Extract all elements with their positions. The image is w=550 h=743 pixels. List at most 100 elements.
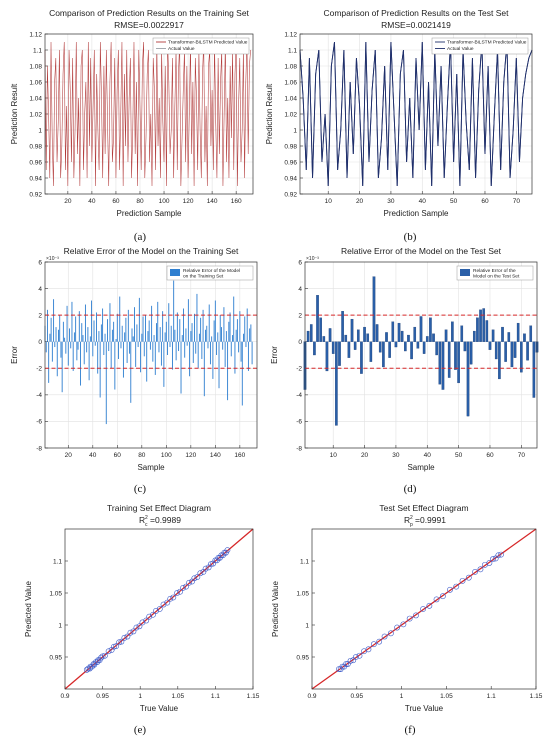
- error-bar: [200, 317, 202, 342]
- error-bar: [66, 305, 68, 342]
- x-tick-label: 10: [325, 198, 333, 205]
- x-axis-label: Prediction Sample: [384, 209, 449, 218]
- x-tick-label: 70: [513, 198, 521, 205]
- error-bar: [158, 341, 160, 353]
- error-bar: [96, 312, 97, 342]
- error-bar: [189, 341, 191, 377]
- error-bar: [410, 341, 413, 360]
- error-bar: [485, 320, 489, 342]
- x-tick-label: 20: [356, 198, 364, 205]
- error-bar: [378, 341, 382, 353]
- scatter-point: [174, 590, 180, 596]
- x-tick-label: 120: [185, 452, 196, 459]
- error-bar: [53, 299, 55, 342]
- error-bar: [187, 299, 189, 342]
- y-tick-label: 0.96: [284, 159, 297, 166]
- y-axis-label: Prediction Result: [10, 83, 19, 144]
- x-tick-label: 1.05: [171, 693, 184, 700]
- error-bar: [126, 341, 128, 363]
- error-bar: [110, 341, 112, 369]
- y-tick-label: -4: [36, 392, 42, 399]
- x-tick-label: 70: [518, 452, 526, 459]
- scatter-point: [98, 654, 104, 661]
- error-bar: [472, 330, 476, 342]
- error-bar: [49, 333, 51, 342]
- y-tick-label: 4: [298, 286, 302, 293]
- error-bar: [146, 341, 148, 382]
- scatter-point: [365, 646, 372, 653]
- legend-label: Transformer-BiLSTM Predicted Value: [168, 40, 248, 46]
- error-bar: [247, 341, 249, 371]
- x-tick-label: 100: [161, 452, 172, 459]
- chart-a: Comparison of Prediction Results on the …: [10, 8, 254, 243]
- error-bar: [219, 315, 221, 342]
- plot-frame: [44, 33, 254, 195]
- y-tick-label: 6: [298, 259, 302, 266]
- error-bar: [413, 326, 417, 342]
- error-bar: [498, 341, 501, 380]
- error-bar: [130, 341, 132, 403]
- x-tick-label: 160: [234, 452, 245, 459]
- error-bar: [328, 328, 332, 342]
- series-line-actual: [299, 41, 533, 187]
- error-bar: [466, 341, 470, 417]
- legend-box: [431, 37, 529, 55]
- y-tick-label: -2: [36, 366, 42, 373]
- y-tick-label: -8: [296, 445, 302, 452]
- error-bar: [77, 341, 79, 350]
- x-tick-label: 50: [450, 198, 458, 205]
- error-bar: [245, 341, 247, 348]
- scatter-point: [400, 621, 407, 628]
- error-bar: [224, 341, 226, 367]
- x-tick-label: 1: [138, 693, 142, 700]
- error-bar: [207, 341, 209, 349]
- error-bar: [120, 341, 122, 349]
- error-bar: [228, 321, 230, 342]
- error-bar: [230, 341, 232, 357]
- error-bar: [341, 311, 344, 342]
- error-bar: [240, 341, 242, 362]
- plot-frame: [304, 261, 538, 449]
- error-bar: [115, 339, 117, 342]
- x-tick-label: 0.9: [60, 693, 69, 700]
- error-bar: [391, 321, 395, 342]
- error-bar: [523, 333, 526, 342]
- error-bar: [125, 317, 127, 342]
- error-bar: [97, 341, 99, 374]
- panel-label: (e): [134, 724, 147, 736]
- scatter-point: [477, 566, 484, 573]
- y-tick-label: 0.94: [29, 175, 42, 182]
- r-squared-symbol: R: [139, 515, 145, 525]
- error-bar: [92, 341, 94, 357]
- error-bar: [132, 336, 134, 342]
- y-tick-label: 1.06: [29, 79, 42, 86]
- chart-title: Comparison of Prediction Results on the …: [323, 8, 509, 18]
- scatter-point: [447, 586, 453, 593]
- plot-frame: [311, 528, 537, 690]
- x-tick-label: 60: [112, 198, 120, 205]
- r-squared-value: =0.9989: [150, 515, 181, 525]
- scatter-point: [207, 561, 214, 568]
- x-tick-label: 1.15: [530, 693, 543, 700]
- error-bar: [131, 328, 133, 342]
- scatter-point: [136, 623, 143, 630]
- error-bar: [460, 325, 464, 342]
- x-tick-label: 160: [231, 198, 242, 205]
- error-bar: [217, 332, 219, 342]
- error-bar: [222, 341, 224, 350]
- x-tick-label: 140: [207, 198, 218, 205]
- y-tick-label: 1.05: [296, 590, 309, 597]
- x-tick-label: 1.1: [487, 693, 496, 700]
- error-bar: [516, 322, 520, 342]
- error-bar: [221, 327, 222, 342]
- x-tick-label: 80: [136, 198, 144, 205]
- y-tick-label: -4: [296, 392, 302, 399]
- error-bar: [214, 300, 216, 342]
- error-bar: [152, 341, 154, 362]
- error-bar: [89, 336, 91, 342]
- error-bar: [197, 341, 199, 369]
- y-axis-label: Error: [270, 346, 279, 364]
- y-tick-label: 1.08: [29, 63, 42, 70]
- scatter-point: [381, 633, 388, 640]
- chart-title: Training Set Effect Diagram: [107, 503, 211, 513]
